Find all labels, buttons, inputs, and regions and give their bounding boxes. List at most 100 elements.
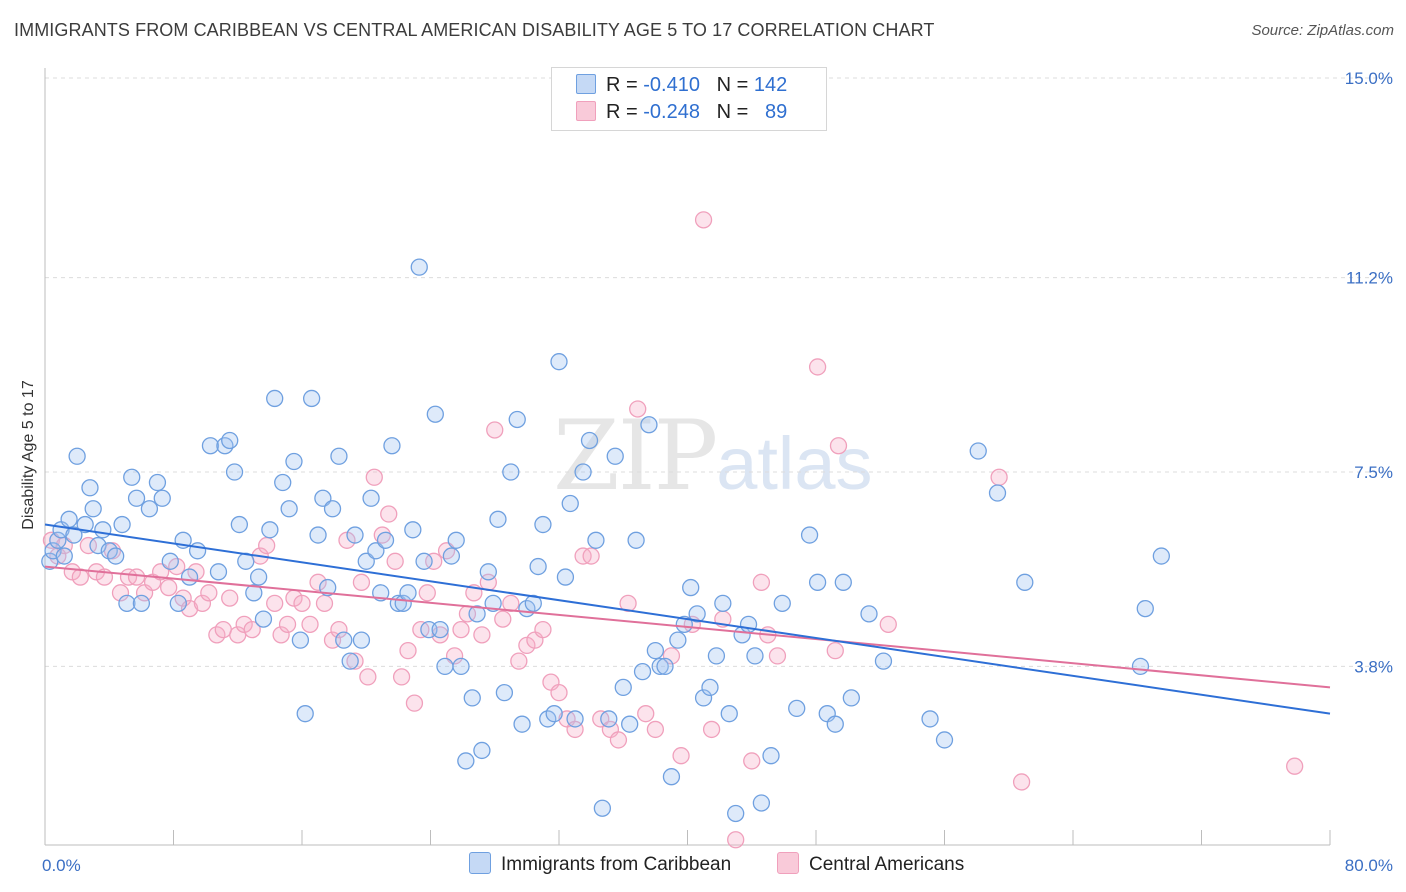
- central-american-point: [200, 584, 218, 602]
- caribbean-point: [410, 258, 428, 276]
- caribbean-point: [291, 631, 310, 649]
- caribbean-point: [302, 389, 321, 408]
- correlation-legend: R = -0.410 N = 142 R = -0.248 N = 89: [551, 67, 827, 131]
- central-american-point: [452, 620, 470, 639]
- central-american-point: [79, 536, 98, 555]
- legend-swatch-pink: [576, 101, 596, 121]
- caribbean-point: [153, 489, 171, 507]
- caribbean-point: [529, 557, 547, 576]
- caribbean-point: [556, 568, 575, 586]
- central-american-point: [346, 652, 364, 670]
- caribbean-point: [513, 715, 531, 733]
- axis-labels: 3.8% 7.5% 11.2% 15.0% 0.0% 80.0% Disability Ag…: [20, 69, 1393, 875]
- legend-r-value: -0.410: [643, 74, 700, 96]
- central-american-point: [293, 594, 311, 612]
- legend-swatch-blue: [576, 74, 596, 94]
- central-american-point: [373, 526, 391, 544]
- central-american-point: [826, 641, 844, 660]
- caribbean-point: [860, 605, 878, 623]
- y-tick-label: 15.0%: [1345, 69, 1393, 88]
- central-american-point: [808, 358, 827, 376]
- caribbean-point: [274, 473, 292, 492]
- central-american-point: [431, 626, 449, 644]
- caribbean-point: [49, 531, 67, 549]
- central-american-point: [405, 694, 424, 712]
- caribbean-point: [473, 741, 491, 760]
- caribbean-point: [442, 547, 461, 565]
- caribbean-point: [646, 641, 665, 660]
- caribbean-point: [323, 500, 342, 518]
- central-american-point: [550, 684, 568, 702]
- caribbean-point: [1131, 657, 1150, 676]
- central-american-point: [768, 647, 787, 665]
- caribbean-point: [127, 489, 146, 507]
- central-american-point: [694, 211, 713, 229]
- source-note: Source: ZipAtlas.com: [1251, 22, 1394, 39]
- legend-row-caribbean: R = -0.410 N = 142: [576, 74, 787, 100]
- caribbean-point: [587, 531, 605, 549]
- caribbean-point: [140, 500, 159, 518]
- watermark: ZIPatlas: [553, 400, 873, 512]
- caribbean-point: [60, 510, 78, 528]
- caribbean-point: [132, 594, 151, 612]
- caribbean-point: [606, 447, 624, 465]
- central-american-point: [278, 615, 297, 634]
- caribbean-point: [508, 410, 526, 429]
- central-american-point: [990, 468, 1008, 486]
- caribbean-point: [746, 647, 764, 665]
- caribbean-point: [280, 500, 298, 518]
- caribbean-point: [988, 484, 1007, 502]
- caribbean-point: [161, 552, 179, 570]
- central-american-point: [380, 505, 398, 523]
- series-swatch-pink: [777, 852, 799, 874]
- caribbean-point: [762, 747, 780, 765]
- central-american-point: [365, 468, 383, 486]
- caribbean-point: [502, 463, 520, 481]
- caribbean-point: [720, 705, 738, 723]
- caribbean-point: [148, 473, 167, 492]
- caribbean-point: [627, 531, 645, 549]
- x-tick-label: 80.0%: [1345, 856, 1393, 875]
- watermark-zip: ZIP: [553, 400, 718, 512]
- caribbean-point: [808, 573, 827, 591]
- caribbean-point: [566, 710, 584, 728]
- caribbean-point: [452, 657, 470, 676]
- caribbean-point: [688, 605, 706, 623]
- caribbean-point: [225, 463, 244, 481]
- central-american-trend-line: [44, 565, 1331, 689]
- central-american-point: [309, 573, 327, 591]
- legend-n-label: N =: [716, 101, 754, 123]
- caribbean-point: [561, 494, 579, 513]
- caribbean-point: [834, 573, 852, 591]
- caribbean-point: [341, 652, 359, 670]
- caribbean-point: [773, 594, 791, 612]
- central-american-point: [637, 705, 655, 723]
- central-american-point: [486, 421, 504, 439]
- caribbean-point: [84, 500, 102, 518]
- central-american-point: [1012, 773, 1031, 791]
- central-american-point: [743, 752, 761, 770]
- caribbean-point: [669, 631, 687, 649]
- caribbean-point: [107, 547, 125, 565]
- series-label: Central Americans: [809, 854, 965, 875]
- central-american-point: [399, 641, 417, 660]
- caribbean-point: [221, 431, 239, 450]
- y-axis-label: Disability Age 5 to 17: [20, 380, 37, 530]
- caribbean-point: [1152, 547, 1170, 565]
- caribbean-point: [842, 689, 860, 707]
- caribbean-point: [346, 526, 364, 544]
- y-tick-label: 3.8%: [1354, 657, 1393, 676]
- caribbean-point: [479, 563, 497, 581]
- caribbean-point: [727, 804, 745, 823]
- central-american-point: [315, 594, 334, 612]
- caribbean-point: [463, 689, 481, 707]
- central-american-point: [174, 589, 192, 607]
- central-american-point: [127, 568, 146, 586]
- caribbean-point: [89, 536, 107, 555]
- central-american-point: [272, 626, 290, 644]
- caribbean-point: [656, 657, 674, 676]
- central-american-point: [71, 568, 89, 586]
- central-american-point: [258, 536, 276, 555]
- caribbean-point: [614, 678, 632, 697]
- legend-n-label: N =: [716, 74, 754, 96]
